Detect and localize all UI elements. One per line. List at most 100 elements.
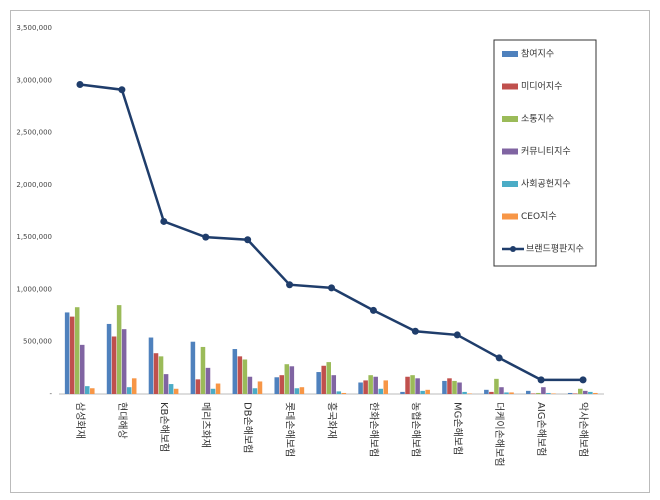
legend-label: 커뮤니티지수: [521, 146, 571, 157]
legend-label: 소통지수: [521, 114, 554, 125]
bar: [494, 378, 499, 394]
x-tick-label: 메리츠화재: [200, 402, 212, 448]
bar: [173, 388, 179, 394]
bar: [415, 378, 420, 394]
bar: [420, 390, 425, 394]
legend-label: 사회공헌지수: [521, 179, 571, 190]
bar: [195, 379, 201, 394]
x-tick-label: 악사손해보험: [577, 402, 590, 457]
x-tick-label: 삼성화재: [74, 402, 86, 439]
bar: [242, 359, 248, 394]
legend-swatch: [510, 246, 516, 252]
x-tick-label: DB손해보험: [242, 402, 255, 453]
bar: [588, 391, 593, 394]
bar: [131, 378, 137, 394]
bar: [326, 362, 331, 394]
bar: [316, 372, 321, 394]
bar: [457, 382, 462, 394]
legend-swatch: [502, 213, 518, 220]
bar: [69, 316, 75, 394]
line-marker: [76, 80, 84, 88]
bar: [526, 390, 531, 394]
bar: [106, 323, 112, 394]
bar: [79, 344, 85, 394]
bar: [489, 391, 494, 394]
bar: [536, 392, 541, 394]
bar: [405, 376, 410, 394]
line-marker: [453, 331, 461, 339]
y-tick-label: 2,000,000: [16, 181, 52, 189]
bar: [578, 388, 583, 394]
legend-swatch: [502, 116, 518, 122]
bar: [252, 388, 258, 394]
bar: [247, 376, 253, 394]
bar: [425, 389, 430, 394]
line-marker: [579, 376, 587, 384]
bar: [163, 374, 169, 394]
bar: [383, 380, 389, 394]
legend-label: CEO지수: [521, 211, 557, 222]
bar: [200, 346, 206, 394]
line-marker: [537, 376, 545, 384]
bar: [116, 305, 122, 394]
line-marker: [369, 306, 377, 314]
legend-label: 참여지수: [521, 48, 554, 60]
bar: [341, 392, 347, 394]
y-tick-label: -: [49, 390, 52, 398]
bar: [64, 312, 70, 394]
bar: [148, 337, 154, 394]
bar: [358, 382, 363, 394]
bar: [126, 387, 132, 394]
legend-swatch: [502, 83, 518, 90]
bar: [158, 356, 164, 394]
bar: [121, 329, 127, 394]
line-marker: [160, 217, 168, 225]
bar: [294, 388, 300, 394]
y-tick-label: 500,000: [23, 338, 52, 346]
bar: [373, 376, 378, 394]
bar: [509, 392, 514, 394]
bar: [484, 389, 489, 394]
bar: [257, 381, 263, 394]
x-tick-label: 흥국화재: [326, 402, 339, 439]
bar: [237, 356, 243, 394]
bar: [74, 307, 80, 394]
bar: [215, 383, 221, 394]
line-marker: [411, 327, 419, 335]
bar: [462, 391, 467, 394]
y-tick-label: 3,000,000: [16, 76, 52, 84]
bar: [551, 393, 556, 394]
bar: [572, 393, 578, 394]
x-tick-label: 한화손해보험: [367, 402, 380, 457]
bar: [84, 386, 90, 394]
x-tick-label: 농협손해보험: [409, 402, 422, 457]
x-tick-label: MG손해보험: [451, 402, 464, 455]
legend-label: 브랜드평판지수: [526, 244, 584, 255]
bar: [279, 375, 285, 394]
bar: [400, 391, 405, 394]
y-tick-label: 1,000,000: [16, 285, 52, 293]
line-marker: [495, 354, 503, 362]
bar: [153, 353, 159, 394]
bar: [210, 388, 216, 394]
y-tick-label: 1,500,000: [16, 233, 52, 241]
bar: [90, 388, 95, 394]
legend-label: 미디어지수: [521, 81, 562, 92]
legend-swatch: [502, 148, 518, 155]
line-marker: [202, 233, 210, 241]
bar: [368, 375, 373, 394]
bar: [499, 387, 504, 394]
legend-swatch: [502, 51, 518, 57]
bar: [321, 365, 326, 394]
bar: [168, 384, 174, 394]
x-tick-label: AIG손해보험: [535, 402, 548, 456]
y-tick-label: 3,500,000: [16, 24, 52, 32]
x-tick-label: KB손해보험: [158, 402, 171, 452]
line-marker: [286, 281, 294, 289]
line-marker: [328, 284, 335, 292]
bar: [299, 387, 305, 394]
x-tick-label: 더케이손해보험: [493, 402, 506, 466]
bar: [284, 364, 290, 394]
bar: [531, 393, 536, 394]
